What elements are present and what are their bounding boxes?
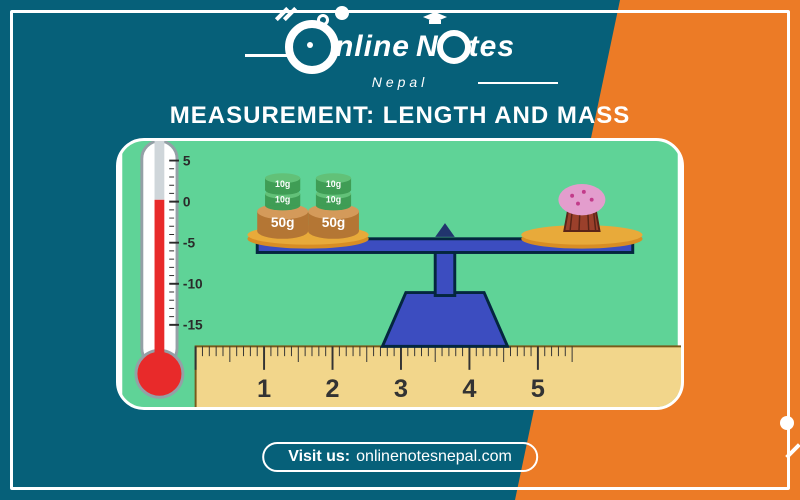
deco-dot-right [780,416,794,430]
svg-text:1: 1 [257,375,271,403]
logo-power-dot [317,14,329,26]
svg-text:5: 5 [531,375,545,403]
svg-text:10g: 10g [326,195,341,205]
visit-us-pill[interactable]: Visit us: onlinenotesnepal.com [262,442,538,472]
page-title: MEASUREMENT: LENGTH AND MASS [0,102,800,130]
ruler: 1 2 3 4 5 [196,346,681,407]
logo-o-first [285,20,339,74]
logo-tagline: Nepal [372,74,429,90]
logo-tagline-line [478,82,558,84]
logo-text-line1: nline [335,30,410,64]
weight-10g-stack-1: 10g 10g [265,173,300,210]
banner-root: nline N tes Nepal MEASUREMENT: LENGTH AN… [0,0,800,500]
svg-text:50g: 50g [271,215,295,230]
svg-text:2: 2 [325,375,339,403]
svg-text:0: 0 [183,195,191,210]
weight-10g-stack-2: 10g 10g [316,173,351,210]
svg-text:10g: 10g [275,195,290,205]
scale-post [435,249,455,296]
svg-text:5: 5 [183,153,191,168]
svg-text:-10: -10 [183,277,203,292]
svg-text:10g: 10g [275,179,290,189]
logo-leading-line [245,54,293,57]
logo-o-second [437,30,471,64]
illustration-svg: 1 2 3 4 5 [119,141,681,407]
logo: nline N tes Nepal [0,20,800,74]
svg-text:10g: 10g [326,179,341,189]
svg-text:-15: -15 [183,318,203,333]
deco-dot-top [335,6,349,20]
logo-text-tes: tes [469,30,515,64]
svg-text:50g: 50g [322,215,346,230]
svg-text:3: 3 [394,375,408,403]
visit-url: onlinenotesnepal.com [356,448,512,466]
visit-label: Visit us: [288,448,350,466]
illustration-frame: 1 2 3 4 5 [116,138,684,410]
logo-text-n: N [416,30,439,63]
cupcake-icon [558,184,605,231]
svg-text:4: 4 [462,375,476,403]
graduation-cap-icon [423,12,447,26]
logo-inner-dot [307,42,313,48]
svg-text:-5: -5 [183,236,196,251]
